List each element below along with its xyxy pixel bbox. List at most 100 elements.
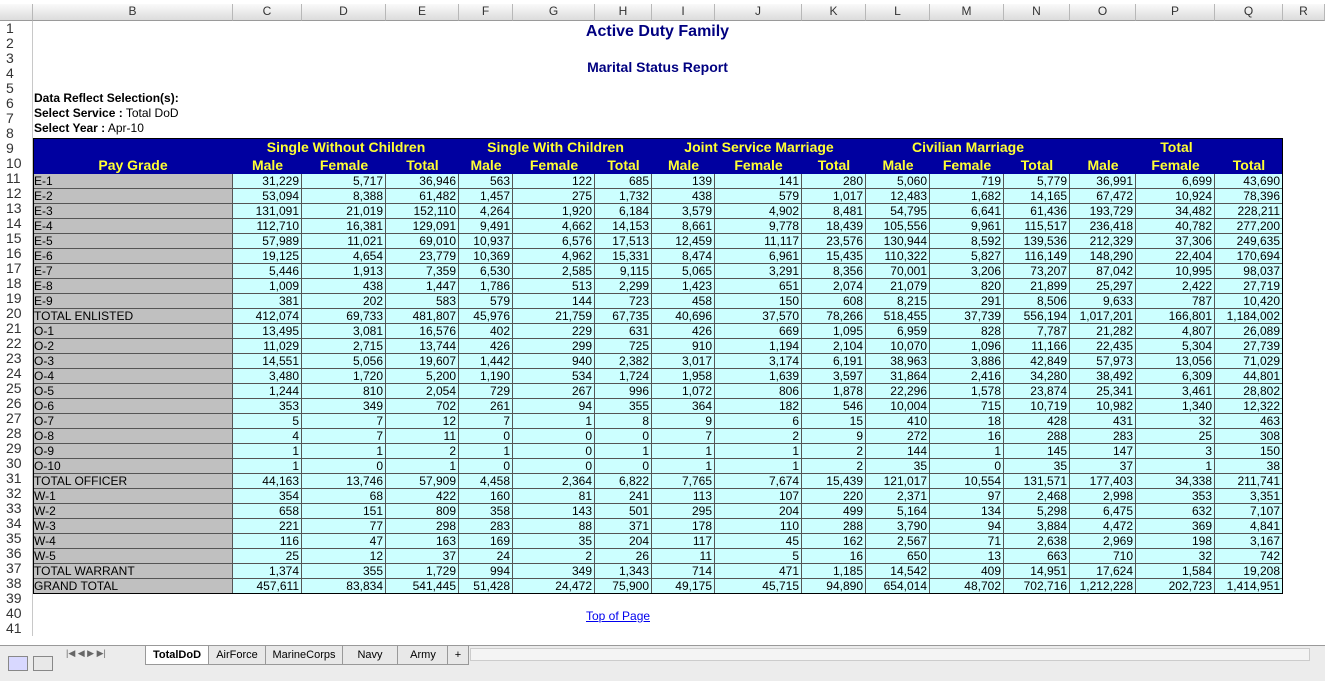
- row-header[interactable]: 40: [0, 606, 33, 621]
- data-cell: 6,699: [1136, 174, 1215, 189]
- row-header[interactable]: 21: [0, 321, 33, 336]
- column-header-P[interactable]: P: [1136, 4, 1215, 21]
- row-header[interactable]: 30: [0, 456, 33, 471]
- row-header[interactable]: 41: [0, 621, 33, 636]
- data-cell: 211,741: [1215, 474, 1283, 489]
- row-header[interactable]: 9: [0, 141, 33, 156]
- column-header-J[interactable]: J: [715, 4, 802, 21]
- row-header[interactable]: 7: [0, 111, 33, 126]
- data-cell: 42,849: [1004, 354, 1070, 369]
- row-header[interactable]: 14: [0, 216, 33, 231]
- horizontal-scrollbar[interactable]: [470, 648, 1310, 661]
- row-header[interactable]: 38: [0, 576, 33, 591]
- sheet-tab-navy[interactable]: Navy: [342, 646, 398, 665]
- column-header-F[interactable]: F: [459, 4, 513, 21]
- data-cell: 10,004: [866, 399, 930, 414]
- column-header-D[interactable]: D: [302, 4, 386, 21]
- row-header[interactable]: 15: [0, 231, 33, 246]
- normal-view-icon[interactable]: [8, 656, 28, 671]
- row-header[interactable]: 32: [0, 486, 33, 501]
- row-header[interactable]: 8: [0, 126, 33, 141]
- data-cell: 71,029: [1215, 354, 1283, 369]
- sheet-tab-totaldod[interactable]: TotalDoD: [145, 646, 209, 665]
- row-header[interactable]: 6: [0, 96, 33, 111]
- column-header-L[interactable]: L: [866, 4, 930, 21]
- row-header[interactable]: 25: [0, 381, 33, 396]
- row-header[interactable]: 28: [0, 426, 33, 441]
- row-header[interactable]: 22: [0, 336, 33, 351]
- column-header-H[interactable]: H: [595, 4, 652, 21]
- data-cell: 353: [1136, 489, 1215, 504]
- data-cell: 654,014: [866, 579, 930, 594]
- column-header-R[interactable]: R: [1283, 4, 1325, 21]
- data-cell: 139: [652, 174, 715, 189]
- data-cell: 267: [513, 384, 595, 399]
- row-header[interactable]: 5: [0, 81, 33, 96]
- row-header[interactable]: 27: [0, 411, 33, 426]
- data-cell: 940: [513, 354, 595, 369]
- data-cell: 723: [595, 294, 652, 309]
- column-header-C[interactable]: C: [233, 4, 302, 21]
- column-header-Q[interactable]: Q: [1215, 4, 1283, 21]
- data-cell: 277,200: [1215, 219, 1283, 234]
- row-header[interactable]: 31: [0, 471, 33, 486]
- column-header-I[interactable]: I: [652, 4, 715, 21]
- row-header[interactable]: 16: [0, 246, 33, 261]
- sub-header: Male: [459, 156, 513, 174]
- column-header-corner[interactable]: [0, 4, 33, 21]
- row-header[interactable]: 34: [0, 516, 33, 531]
- row-header[interactable]: 3: [0, 51, 33, 66]
- data-cell: 47: [302, 534, 386, 549]
- row-header[interactable]: 35: [0, 531, 33, 546]
- row-header[interactable]: 19: [0, 291, 33, 306]
- column-header-O[interactable]: O: [1070, 4, 1136, 21]
- row-header[interactable]: 2: [0, 36, 33, 51]
- data-cell: 25,297: [1070, 279, 1136, 294]
- data-cell: 355: [595, 399, 652, 414]
- page-layout-view-icon[interactable]: [33, 656, 53, 671]
- row-header[interactable]: 33: [0, 501, 33, 516]
- row-header[interactable]: 18: [0, 276, 33, 291]
- row-header[interactable]: 24: [0, 366, 33, 381]
- row-header[interactable]: 20: [0, 306, 33, 321]
- row-header[interactable]: 13: [0, 201, 33, 216]
- data-cell: 409: [930, 564, 1004, 579]
- row-header[interactable]: 23: [0, 351, 33, 366]
- data-cell: 229: [513, 324, 595, 339]
- row-header[interactable]: 39: [0, 591, 33, 606]
- data-cell: 0: [513, 459, 595, 474]
- data-cell: 1,786: [459, 279, 513, 294]
- data-cell: 10,420: [1215, 294, 1283, 309]
- row-header[interactable]: 10: [0, 156, 33, 171]
- row-header[interactable]: 37: [0, 561, 33, 576]
- row-header[interactable]: 36: [0, 546, 33, 561]
- sheet-tab-army[interactable]: Army: [397, 646, 449, 665]
- sheet-tab-add[interactable]: +: [447, 646, 469, 665]
- data-cell: 7,359: [386, 264, 459, 279]
- sheet-nav-arrows[interactable]: |◀ ◀ ▶ ▶|: [66, 648, 106, 658]
- column-header-M[interactable]: M: [930, 4, 1004, 21]
- column-header-E[interactable]: E: [386, 4, 459, 21]
- data-cell: 541,445: [386, 579, 459, 594]
- data-cell: 1,072: [652, 384, 715, 399]
- data-cell: 67,735: [595, 309, 652, 324]
- row-header[interactable]: 17: [0, 261, 33, 276]
- sheet-tab-airforce[interactable]: AirForce: [208, 646, 266, 665]
- data-cell: 481,807: [386, 309, 459, 324]
- row-header[interactable]: 4: [0, 66, 33, 81]
- column-header-N[interactable]: N: [1004, 4, 1070, 21]
- column-header-K[interactable]: K: [802, 4, 866, 21]
- row-header[interactable]: 1: [0, 21, 33, 36]
- data-cell: 0: [302, 459, 386, 474]
- row-label: E-3: [33, 204, 233, 219]
- column-header-G[interactable]: G: [513, 4, 595, 21]
- row-header[interactable]: 12: [0, 186, 33, 201]
- top-of-page-link[interactable]: Top of Page: [586, 609, 651, 623]
- data-cell: 13,746: [302, 474, 386, 489]
- column-header-B[interactable]: B: [33, 4, 233, 21]
- row-header[interactable]: 29: [0, 441, 33, 456]
- sheet-tab-marinecorps[interactable]: MarineCorps: [265, 646, 343, 665]
- sub-header: Female: [715, 156, 802, 174]
- row-header[interactable]: 11: [0, 171, 33, 186]
- row-header[interactable]: 26: [0, 396, 33, 411]
